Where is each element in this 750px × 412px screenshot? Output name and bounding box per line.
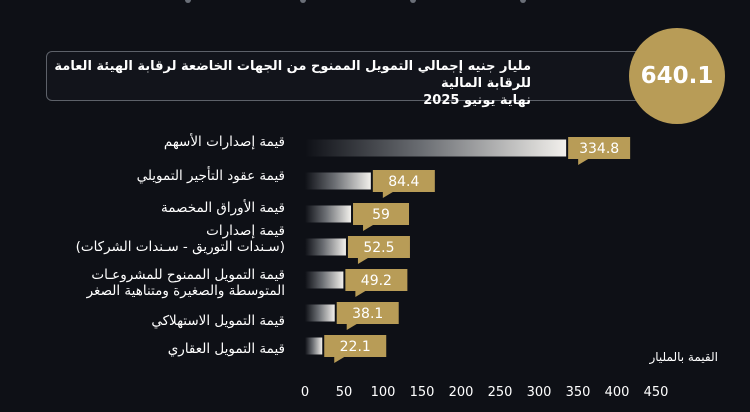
bar-5 xyxy=(305,271,344,289)
category-label-6: قيمة التمويل الاستهلاكي xyxy=(15,313,285,329)
value-label-7: 22.1 xyxy=(340,339,371,355)
value-label-pointer-6 xyxy=(346,324,357,330)
value-label-pointer-5 xyxy=(355,291,366,297)
category-label-2: قيمة عقود التأجير التمويلي xyxy=(15,168,285,184)
bar-6 xyxy=(305,304,335,322)
category-label-line: قيمة عقود التأجير التمويلي xyxy=(136,168,285,184)
category-label-4: قيمة إصدارات (سـندات التوريق - سـندات الش… xyxy=(15,223,285,255)
category-label-line: قيمة إصدارات الأسهم xyxy=(163,134,285,150)
value-label-box-4 xyxy=(347,236,410,258)
bar-1 xyxy=(305,139,567,157)
category-label-line: قيمة الأوراق المخصمة xyxy=(161,200,285,216)
category-label-line: قيمة التمويل العقاري xyxy=(167,341,285,357)
x-tick-label: 100 xyxy=(371,385,396,400)
bar-4 xyxy=(305,238,346,256)
bar-2 xyxy=(305,172,371,190)
value-label-box-2 xyxy=(372,170,435,192)
x-tick-label: 400 xyxy=(605,385,630,400)
value-label-box-5 xyxy=(345,269,408,291)
x-tick-label: 150 xyxy=(410,385,435,400)
value-label-5: 49.2 xyxy=(361,273,392,289)
value-label-pointer-4 xyxy=(357,258,368,264)
category-label-1: قيمة إصدارات الأسهم xyxy=(15,134,285,150)
x-tick-label: 450 xyxy=(644,385,669,400)
value-label-box-7 xyxy=(324,335,387,357)
value-label-pointer-2 xyxy=(382,192,393,198)
category-label-line: قيمة إصدارات xyxy=(206,223,285,239)
value-label-6: 38.1 xyxy=(352,306,383,322)
x-tick-label: 250 xyxy=(488,385,513,400)
value-label-4: 52.5 xyxy=(363,240,394,256)
category-label-5: قيمة التمويل الممنوح للمشروعـات المتوسطة … xyxy=(15,267,285,299)
value-label-box-1 xyxy=(568,137,631,159)
category-label-line: المتوسطة والصغيرة ومتناهية الصغر xyxy=(86,283,285,299)
header-title-line1: مليار جنيه إجمالي التمويل الممنوح من الج… xyxy=(54,59,531,91)
x-tick-label: 350 xyxy=(566,385,591,400)
total-value-badge: 640.1 xyxy=(629,28,725,124)
value-label-2: 84.4 xyxy=(388,174,419,190)
x-axis-unit-label: القيمة بالمليار xyxy=(649,350,718,364)
header-title: مليار جنيه إجمالي التمويل الممنوح من الج… xyxy=(51,58,531,109)
header-banner: مليار جنيه إجمالي التمويل الممنوح من الج… xyxy=(46,51,664,108)
value-label-pointer-3 xyxy=(363,225,374,231)
value-label-box-3 xyxy=(353,203,410,225)
category-label-3: قيمة الأوراق المخصمة xyxy=(15,200,285,216)
x-tick-label: 0 xyxy=(301,385,309,400)
x-tick-label: 50 xyxy=(336,385,353,400)
bar-7 xyxy=(305,337,323,355)
header-title-line2: نهاية يونيو 2025 xyxy=(423,93,531,108)
category-label-line: (سـندات التوريق - سـندات الشركات) xyxy=(75,239,285,255)
value-label-box-6 xyxy=(336,302,399,324)
x-tick-label: 200 xyxy=(449,385,474,400)
value-label-pointer-7 xyxy=(334,357,345,363)
bar-3 xyxy=(305,205,352,223)
x-tick-label: 300 xyxy=(527,385,552,400)
category-label-line: قيمة التمويل الاستهلاكي xyxy=(151,313,285,329)
value-label-3: 59 xyxy=(372,207,390,223)
value-label-pointer-1 xyxy=(578,159,589,165)
category-label-7: قيمة التمويل العقاري xyxy=(15,341,285,357)
value-label-1: 334.8 xyxy=(579,141,619,157)
category-label-line: قيمة التمويل الممنوح للمشروعـات xyxy=(91,267,285,283)
top-decoration xyxy=(0,0,750,6)
